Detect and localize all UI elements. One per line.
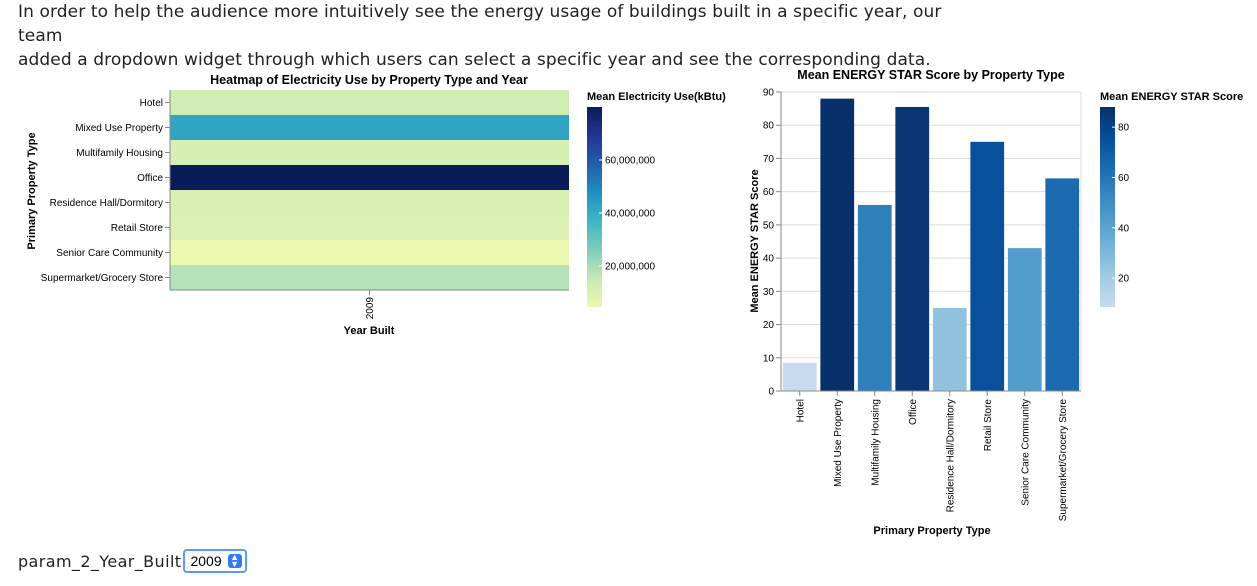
heatmap-x-axis-title: Year Built bbox=[344, 325, 395, 337]
heatmap-x-axis: 2009 bbox=[170, 289, 569, 320]
heatmap-legend: Mean Electricity Use(kBtu) 20,000,000 40,… bbox=[587, 91, 726, 307]
bar-chart-y-tick-label: 90 bbox=[763, 88, 775, 99]
bar-chart-y-tick-label: 30 bbox=[763, 287, 775, 298]
bar-chart-x-tick-label: Retail Store bbox=[983, 399, 994, 452]
bar-chart-y-tick-label: 80 bbox=[763, 121, 775, 132]
heatmap-y-tick-label: Retail Store bbox=[111, 223, 164, 234]
bar-chart-x-tick-label: Senior Care Community bbox=[1020, 399, 1031, 506]
heatmap-title: Heatmap of Electricity Use by Property T… bbox=[210, 73, 528, 87]
heatmap-y-tick-label: Hotel bbox=[140, 98, 163, 109]
year-filter-label: param_2_Year_Built bbox=[18, 551, 182, 571]
bar-chart-x-tick-label: Office bbox=[908, 399, 919, 425]
bar-chart-x-tick-label: Mixed Use Property bbox=[833, 399, 844, 487]
bar-chart-y-tick-label: 0 bbox=[768, 387, 774, 398]
bar-chart-x-tick-label: Supermarket/Grocery Store bbox=[1058, 399, 1069, 522]
heatmap-cell-mixed-use-property bbox=[170, 115, 569, 140]
bar-chart-x-axis: Hotel Mixed Use Property Multifamily Housi… bbox=[781, 390, 1081, 522]
heatmap-cell-supermarket-grocery-store bbox=[170, 265, 569, 290]
bar-chart-y-tick-label: 10 bbox=[763, 353, 775, 364]
bar-chart-y-tick-label: 70 bbox=[763, 154, 775, 165]
heatmap-cell-hotel bbox=[170, 90, 569, 115]
intro-line-1: In order to help the audience more intui… bbox=[18, 2, 942, 46]
bar-hotel bbox=[782, 362, 817, 391]
heatmap-y-tick-label: Residence Hall/Dormitory bbox=[50, 198, 163, 209]
bar-supermarket-grocery-store bbox=[1045, 178, 1080, 391]
heatmap-legend-title: Mean Electricity Use(kBtu) bbox=[587, 91, 726, 103]
bar-mixed-use-property bbox=[820, 98, 855, 391]
bar-office bbox=[895, 106, 930, 391]
heatmap-y-tick-label: Multifamily Housing bbox=[76, 148, 163, 159]
bar-chart-y-tick-label: 60 bbox=[763, 187, 775, 198]
bar-chart-y-tick-label: 50 bbox=[763, 220, 775, 231]
heatmap-legend-label: 20,000,000 bbox=[605, 261, 655, 272]
bar-chart-legend-gradient bbox=[1100, 107, 1115, 307]
bar-chart-x-tick-label: Residence Hall/Dormitory bbox=[945, 399, 956, 512]
heatmap-cell-residence-hall-dormitory bbox=[170, 190, 569, 215]
intro-text: In order to help the audience more intui… bbox=[18, 0, 978, 72]
bar-chart: Mean ENERGY STAR Score by Property Type … bbox=[749, 68, 1243, 537]
select-chevron-icon: ▲ ▼ bbox=[227, 553, 242, 569]
heatmap-cell-office bbox=[170, 165, 569, 190]
bar-chart-legend-title: Mean ENERGY STAR Score bbox=[1100, 91, 1243, 103]
heatmap-legend-gradient bbox=[587, 107, 602, 307]
bar-chart-legend-label: 20 bbox=[1118, 274, 1130, 285]
bar-multifamily-housing bbox=[857, 204, 892, 391]
heatmap-legend-label: 60,000,000 bbox=[605, 155, 655, 166]
heatmap-x-tick-label: 2009 bbox=[365, 297, 376, 320]
heatmap-y-tick-label: Office bbox=[137, 173, 163, 184]
bar-senior-care-community bbox=[1007, 248, 1042, 391]
bar-chart-y-tick-label: 40 bbox=[763, 254, 775, 265]
intro-line-2: added a dropdown widget through which us… bbox=[18, 50, 931, 70]
bar-chart-legend-label: 80 bbox=[1118, 123, 1130, 134]
bar-chart-bars bbox=[782, 98, 1080, 391]
bar-chart-x-tick-label: Hotel bbox=[795, 399, 806, 422]
heatmap-y-axis-title: Primary Property Type bbox=[26, 132, 38, 249]
heatmap-y-axis: Hotel Mixed Use Property Multifamily Housi… bbox=[41, 90, 171, 290]
bar-chart-x-axis-title: Primary Property Type bbox=[873, 525, 990, 537]
bar-residence-hall-dormitory bbox=[932, 307, 967, 391]
heatmap-y-tick-label: Mixed Use Property bbox=[75, 123, 163, 134]
heatmap-y-tick-label: Senior Care Community bbox=[56, 248, 163, 259]
heatmap-chart: Heatmap of Electricity Use by Property T… bbox=[26, 73, 726, 337]
bar-chart-y-axis: 0 10 20 30 40 50 60 70 80 90 bbox=[763, 88, 782, 398]
year-select-value: 2009 bbox=[190, 553, 222, 569]
heatmap-cell-senior-care-community bbox=[170, 240, 569, 265]
bar-chart-title: Mean ENERGY STAR Score by Property Type bbox=[797, 68, 1064, 82]
bar-chart-x-tick-label: Multifamily Housing bbox=[870, 399, 881, 486]
year-select[interactable]: 2009 ▲ ▼ bbox=[183, 549, 247, 573]
heatmap-cells bbox=[170, 90, 569, 290]
bar-chart-y-tick-label: 20 bbox=[763, 320, 775, 331]
year-filter: param_2_Year_Built 2009 ▲ ▼ bbox=[18, 548, 247, 574]
bar-chart-legend-label: 60 bbox=[1118, 173, 1130, 184]
heatmap-legend-label: 40,000,000 bbox=[605, 208, 655, 219]
bar-chart-legend: Mean ENERGY STAR Score 20 40 60 80 bbox=[1100, 91, 1243, 307]
heatmap-y-tick-label: Supermarket/Grocery Store bbox=[41, 273, 164, 284]
bar-chart-legend-label: 40 bbox=[1118, 223, 1130, 234]
bar-chart-y-axis-title: Mean ENERGY STAR Score bbox=[749, 169, 761, 312]
bar-retail-store bbox=[970, 141, 1005, 391]
heatmap-cell-retail-store bbox=[170, 215, 569, 240]
heatmap-cell-multifamily-housing bbox=[170, 140, 569, 165]
